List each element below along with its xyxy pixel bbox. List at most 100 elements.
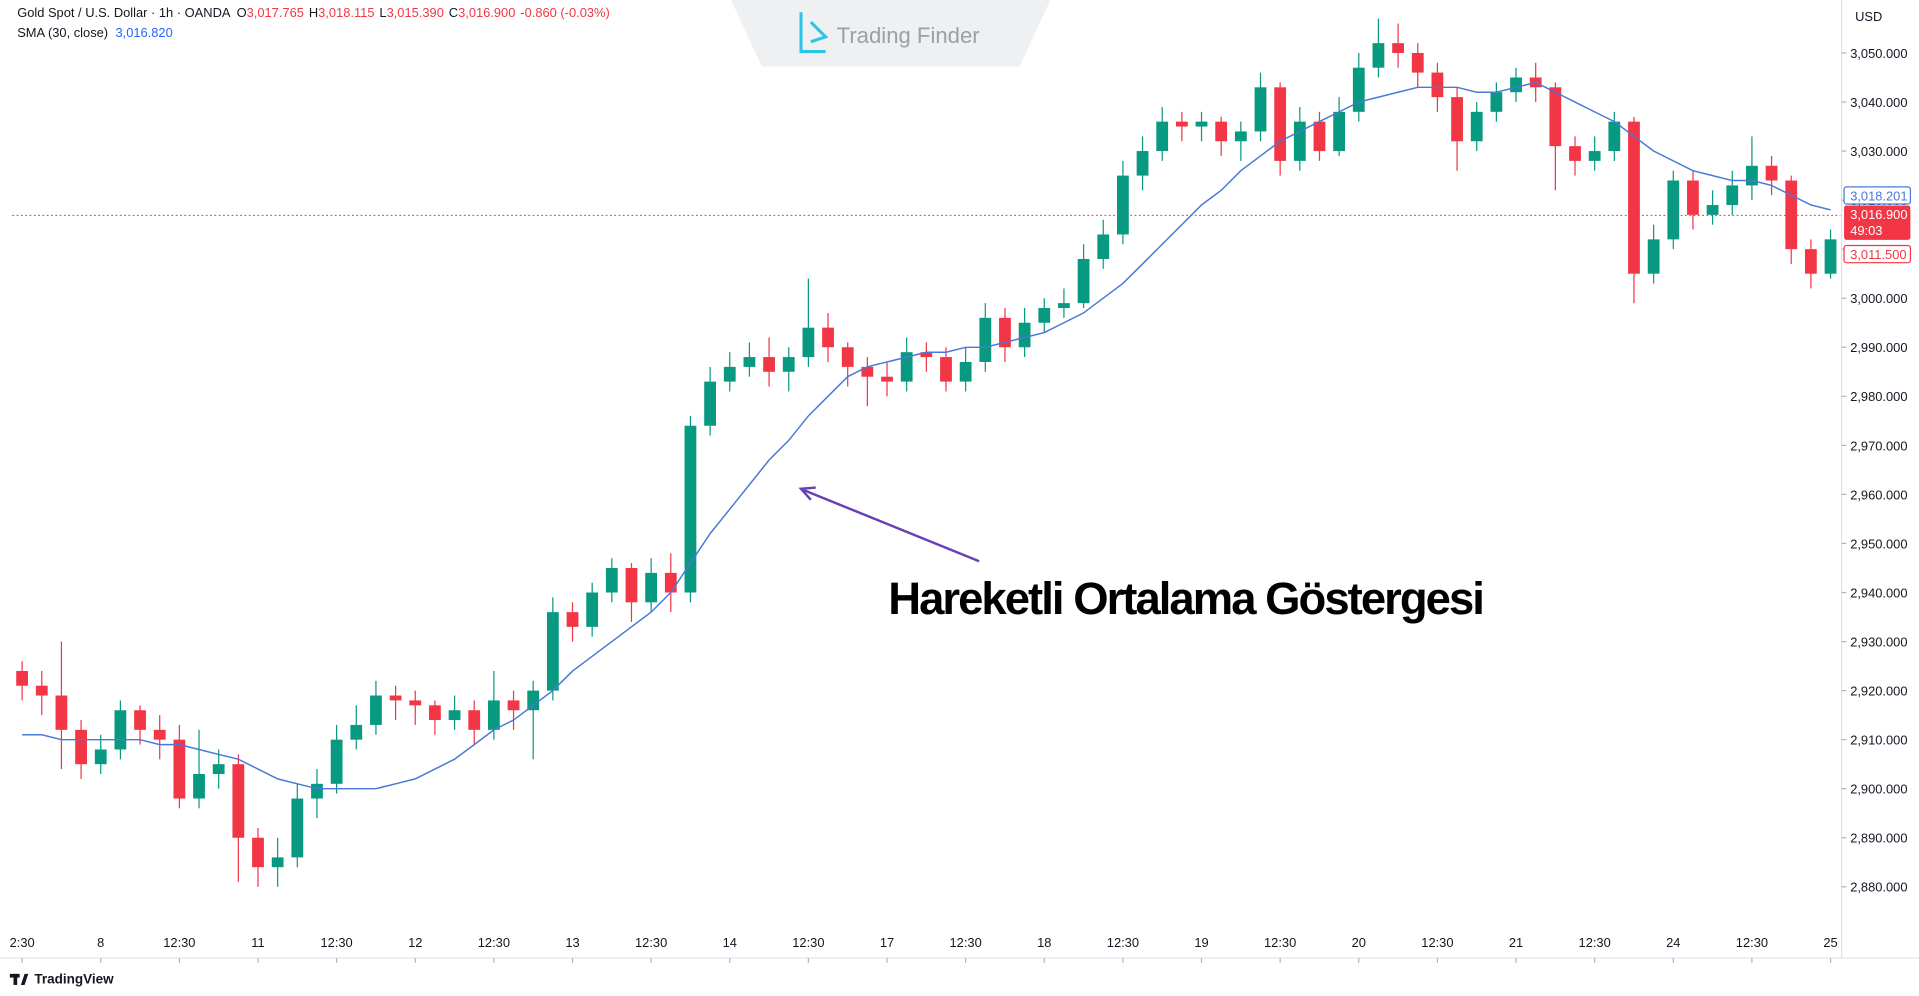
candle-body xyxy=(566,612,579,627)
candle-body xyxy=(1352,67,1365,112)
x-tick-label: 12:30 xyxy=(1736,935,1768,950)
last-price-label: 3,016.900 xyxy=(1850,207,1907,222)
y-tick-label: 2,940.000 xyxy=(1850,585,1907,600)
candle-body xyxy=(1647,239,1660,274)
candle-body xyxy=(1431,72,1444,98)
candle-body xyxy=(1588,151,1601,161)
candle-body xyxy=(1608,121,1621,152)
candle-body xyxy=(134,710,146,730)
y-tick-label: 2,920.000 xyxy=(1850,684,1907,699)
candle-body xyxy=(999,317,1011,348)
h-label: H xyxy=(309,5,318,20)
candle-body xyxy=(1765,165,1778,181)
candle-body xyxy=(881,376,893,382)
candle-body xyxy=(1569,146,1581,161)
candle-body xyxy=(1156,121,1169,152)
header-line: Gold Spot / U.S. Dollar · 1h · OANDA O 3,0… xyxy=(17,5,610,20)
candle-body xyxy=(1411,52,1424,73)
y-tick-label: 2,890.000 xyxy=(1850,831,1907,846)
x-tick-label: 18 xyxy=(1037,935,1051,950)
change: -0.860 (-0.03%) xyxy=(520,5,609,20)
candle-body xyxy=(507,700,520,711)
candle-body xyxy=(920,352,933,358)
candle-body xyxy=(1510,77,1522,93)
candle-body xyxy=(429,705,441,721)
candle-body xyxy=(468,710,481,730)
watermark-logo xyxy=(799,12,829,54)
o-label: O xyxy=(237,5,247,20)
candle-body xyxy=(1097,234,1110,259)
candle-body xyxy=(1392,43,1404,53)
x-tick-label: 12:30 xyxy=(950,935,982,950)
watermark-text: Trading Finder xyxy=(837,23,980,48)
candle-body xyxy=(55,695,68,730)
candle-body xyxy=(900,352,913,382)
candle-body xyxy=(1333,111,1346,152)
footer: TradingView xyxy=(34,972,114,987)
candle-body xyxy=(1746,165,1758,186)
sma-label: SMA (30, close) xyxy=(17,25,108,40)
candle-body xyxy=(763,357,775,372)
sma-tag-label: 3,018.201 xyxy=(1850,188,1907,203)
candle-body xyxy=(1785,180,1798,250)
candle-body xyxy=(841,347,854,367)
candle-body xyxy=(1451,97,1463,142)
x-tick-label: 12:30 xyxy=(1107,935,1139,950)
currency: USD xyxy=(1855,9,1882,24)
candle-body xyxy=(311,783,323,799)
x-tick-label: 12:30 xyxy=(1421,935,1453,950)
candle-body xyxy=(350,724,363,740)
sma-tag xyxy=(1843,186,1912,205)
x-tick-label: 12:30 xyxy=(792,935,824,950)
candle-body xyxy=(1313,121,1326,152)
candle-body xyxy=(527,690,540,711)
y-tick-label: 3,040.000 xyxy=(1850,95,1907,110)
candle-body xyxy=(389,695,402,701)
candle-body xyxy=(1293,121,1306,161)
bid-tag-label: 3,011.500 xyxy=(1850,247,1906,262)
y-tick-label: 2,880.000 xyxy=(1850,880,1907,895)
candle-body xyxy=(1824,239,1837,274)
sma-legend: SMA (30, close) 3,016.820 xyxy=(17,25,173,40)
candle-body xyxy=(664,572,677,593)
candle-body xyxy=(782,357,795,372)
candle-body xyxy=(979,317,992,362)
y-tick-label: 2,980.000 xyxy=(1850,389,1907,404)
y-tick-label: 3,050.000 xyxy=(1850,46,1907,61)
x-tick-label: 12:30 xyxy=(321,935,353,950)
annotation-arrow xyxy=(803,488,980,563)
candle-body xyxy=(75,729,87,765)
candle-body xyxy=(487,700,500,730)
candle-body xyxy=(1549,87,1562,147)
candle-body xyxy=(1804,249,1817,274)
candle-body xyxy=(546,612,559,691)
last-price-tag xyxy=(1844,205,1911,240)
countdown: 49:03 xyxy=(1850,223,1882,238)
x-tick-label: 25 xyxy=(1823,935,1837,950)
x-tick-label: 24 xyxy=(1666,935,1680,950)
candle-body xyxy=(1687,180,1699,215)
candle-body xyxy=(330,739,343,784)
y-tick-label: 3,000.000 xyxy=(1850,291,1907,306)
candle-body xyxy=(94,749,107,765)
candle-body xyxy=(1038,308,1051,323)
plot: 2,880.000 2,890.000 2,900.000 2,910.000 2,92… xyxy=(10,18,1912,963)
candle-body xyxy=(370,695,382,725)
candle-body xyxy=(173,739,186,799)
h-value: 3,018.115 xyxy=(318,5,374,20)
x-tick-label: 13 xyxy=(565,935,579,950)
x-tick-label: 12:30 xyxy=(478,935,510,950)
candle-body xyxy=(959,361,972,382)
candle-body xyxy=(212,764,225,774)
x-tick-label: 21 xyxy=(1509,935,1523,950)
tv-logo xyxy=(9,973,29,985)
y-tick-label: 2,970.000 xyxy=(1850,438,1907,453)
x-tick-label: 12:30 xyxy=(635,935,667,950)
symbol: Gold Spot / U.S. Dollar · 1h · OANDA xyxy=(17,5,231,20)
candle-body xyxy=(252,837,264,868)
candle-body xyxy=(1136,151,1149,176)
x-tick-label: 8 xyxy=(97,935,104,950)
candle-body xyxy=(704,381,717,426)
